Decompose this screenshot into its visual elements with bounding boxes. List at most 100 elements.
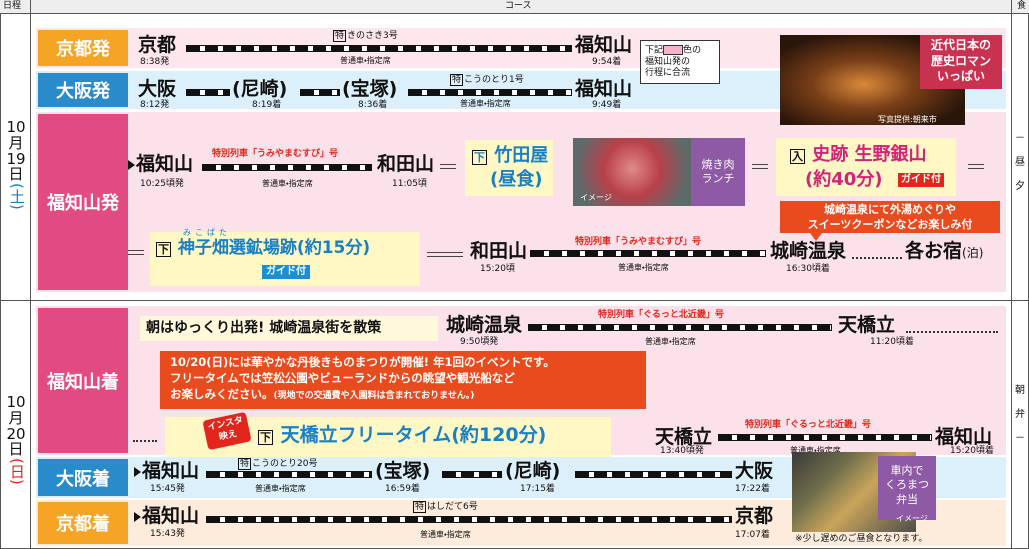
station: 福知山 — [142, 460, 200, 482]
credit: 写真提供:朝来市 — [878, 115, 937, 124]
header-meal: 食 — [1017, 1, 1027, 11]
caption: くろまつ — [885, 478, 929, 492]
train: 特別列車「ぐるっと北近畿」号 — [598, 310, 724, 320]
time: 15:20頃 — [480, 264, 515, 274]
menu: 焼き肉 ランチ — [691, 138, 745, 206]
rail — [408, 89, 572, 96]
duration: (約40分) — [805, 169, 883, 190]
stop: 下 竹田屋 — [472, 147, 548, 165]
rail — [186, 89, 230, 96]
train-name: こうのとり20号 — [252, 459, 318, 469]
stop-name: 史跡 生野銀山 — [812, 144, 927, 165]
guide: ガイド付 — [262, 265, 310, 279]
photo-caption: 車内で くろまつ 弁当 — [878, 456, 936, 520]
label: 京都発 — [38, 30, 128, 66]
connector — [752, 164, 768, 169]
mark: 下 — [156, 242, 171, 257]
time: 8:38発 — [140, 57, 170, 67]
photo-label: イメージ — [896, 514, 928, 523]
caption: いっぱい — [936, 69, 985, 84]
caption: 歴史ロマン — [930, 53, 991, 68]
label: 大阪発 — [38, 73, 128, 107]
label: 福知山発 — [38, 114, 128, 290]
row-line — [0, 300, 1029, 301]
seat: 普通車・指定席 — [790, 446, 841, 455]
station: 大阪 — [138, 78, 177, 100]
callout: 10/20(日)には華やかな丹後きものまつりが開催! 年1回のイベントです。 フリ… — [160, 351, 646, 409]
time: 17:22着 — [735, 484, 770, 494]
photo-label: イメージ — [580, 193, 612, 202]
rail — [528, 324, 832, 331]
meal: － — [1015, 433, 1025, 444]
time: 9:49着 — [592, 100, 622, 110]
station: 福知山 — [575, 34, 633, 56]
train-mark: 特 — [333, 30, 347, 42]
header-row — [0, 0, 1029, 14]
train: 特こうのとり1号 — [450, 74, 524, 86]
header-schedule: 日程 — [3, 1, 22, 11]
date: 10 月 19 日 (土) — [3, 119, 29, 213]
month: 10 — [6, 393, 26, 411]
callout-text: お楽しみください。 — [170, 387, 274, 402]
station: 天橋立 — [838, 314, 896, 336]
caption: 近代日本の — [930, 38, 991, 52]
rail — [202, 164, 372, 171]
train: 特別列車「うみやまむすび」号 — [575, 237, 702, 247]
arrow — [128, 160, 135, 170]
time: 11:05頃 — [392, 179, 427, 189]
train-name: こうのとり1号 — [464, 75, 524, 85]
mark: 下 — [258, 430, 273, 445]
station: (尼崎) — [232, 78, 288, 100]
stop: 下 神子畑選鉱場跡(約15分) — [156, 240, 370, 257]
time: 8:19着 — [252, 100, 282, 110]
note: 行程に合流 — [645, 68, 691, 78]
connector — [440, 164, 456, 169]
rail — [530, 250, 766, 257]
caption: 車内で — [890, 464, 924, 477]
stop-note: (昼食) — [490, 169, 543, 190]
station: 城崎温泉 — [770, 240, 847, 262]
station: 福知山 — [136, 153, 194, 175]
station: (宝塚) — [375, 460, 431, 482]
time: 16:59着 — [385, 484, 420, 494]
dots — [133, 440, 157, 442]
time: 15:43発 — [150, 529, 185, 539]
label: 大阪着 — [38, 459, 128, 496]
station: 和田山 — [470, 240, 528, 262]
time: 9:54着 — [592, 57, 622, 67]
station: (尼崎) — [505, 460, 561, 482]
station: 天橋立 — [655, 426, 713, 448]
station: 福知山 — [142, 505, 200, 527]
train-name: はしだて6号 — [427, 502, 478, 512]
guide: ガイド付 — [898, 173, 944, 187]
label: 福知山着 — [38, 308, 128, 453]
rail — [186, 45, 572, 52]
station: 京都 — [138, 34, 177, 56]
stay-name: 各お宿 — [905, 240, 963, 262]
meal: 夕 — [1015, 181, 1025, 192]
station: 和田山 — [377, 153, 435, 175]
connector — [128, 250, 144, 255]
time: 13:40頃発 — [660, 446, 704, 456]
header-course: コース — [505, 1, 532, 11]
mark: 下 — [472, 150, 487, 165]
rail — [718, 434, 932, 441]
note: ※少し遅めのご昼食となります。 — [795, 534, 928, 544]
stop-name: 神子畑選鉱場跡(約15分) — [177, 238, 371, 258]
seat: 普通車・指定席 — [460, 99, 511, 108]
meal: 昼 — [1015, 157, 1025, 168]
stop-name: 天橋立フリータイム(約120分) — [280, 424, 547, 446]
station: 大阪 — [735, 460, 774, 482]
weekday: (日) — [7, 458, 26, 485]
ruby: みこばた — [183, 228, 231, 237]
month-unit: 月 — [8, 408, 24, 427]
label: 京都着 — [38, 502, 128, 544]
stay: 各お宿(泊) — [905, 242, 983, 261]
meal: － — [1015, 133, 1025, 144]
month-unit: 月 — [8, 133, 24, 152]
train-name: きのさき3号 — [347, 31, 398, 41]
station: 福知山 — [935, 426, 993, 448]
stay-note: (泊) — [962, 246, 984, 260]
day-unit: 日 — [8, 440, 24, 459]
